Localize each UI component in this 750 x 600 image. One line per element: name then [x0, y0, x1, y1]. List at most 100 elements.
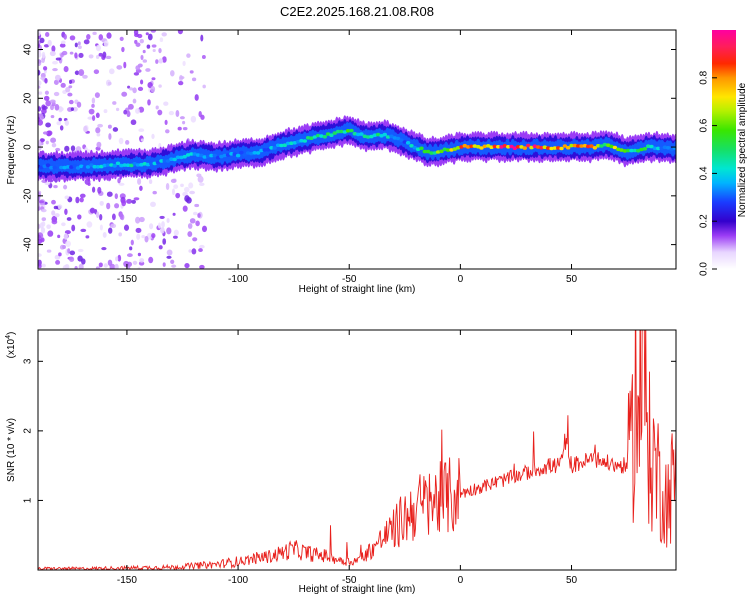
heatmap-noise-cell: [151, 133, 155, 140]
heatmap-noise-cell: [139, 39, 144, 44]
heatmap-noise-cell: [188, 182, 194, 189]
heatmap-noise-cell: [41, 221, 46, 227]
heatmap-ridge-cell: [479, 146, 484, 150]
heatmap-noise-cell: [114, 193, 118, 200]
heatmap-ridge-cell: [572, 143, 578, 148]
heatmap-ridge-cell: [379, 134, 384, 138]
heatmap-ridge-cell: [149, 161, 154, 166]
heatmap-noise-cell: [200, 34, 204, 42]
colorbar-tick-label: 0.2: [699, 214, 710, 228]
colorbar-tick-label: 0.0: [699, 262, 710, 276]
heatmap-noise-cell: [121, 199, 127, 207]
heatmap-noise-cell: [51, 219, 58, 225]
heatmap-ridge-cell: [586, 144, 591, 149]
x-tick-label: -150: [117, 575, 137, 586]
heatmap-noise-cell: [162, 56, 167, 63]
heatmap-ridge-cell: [476, 144, 481, 149]
y-tick-label: 20: [23, 92, 34, 104]
heatmap-noise-cell: [111, 213, 116, 221]
snr-y-multiplier: (x104): [5, 332, 17, 359]
heatmap-ridge-cell: [549, 146, 554, 151]
heatmap-ridge-cell: [656, 146, 661, 151]
heatmap-noise-cell: [96, 132, 101, 137]
heatmap-noise-cell: [118, 137, 124, 145]
heatmap-noise-cell: [97, 186, 102, 194]
heatmap-noise-cell: [189, 190, 196, 195]
heatmap-ridge-cell: [636, 149, 641, 153]
heatmap-noise-cell: [74, 266, 78, 269]
heatmap-noise-cell: [177, 30, 183, 35]
heatmap-noise-cell: [178, 81, 184, 86]
heatmap-ridge-cell: [445, 148, 451, 152]
heatmap-ridge-cell: [462, 143, 467, 148]
heatmap-noise-cell: [63, 33, 67, 40]
heatmap-noise-cell: [91, 103, 95, 108]
heatmap-noise-cell: [162, 238, 167, 245]
heatmap-noise-cell: [95, 44, 101, 52]
heatmap-noise-cell: [60, 82, 66, 88]
heatmap-noise-cell: [119, 213, 124, 220]
heatmap-noise-cell: [155, 59, 159, 64]
snr-panel: -150 -100 -50 0 50 1 2 3 Height of straight li…: [5, 329, 677, 595]
heatmap-noise-cell: [106, 191, 113, 197]
heatmap-noise-cell: [89, 207, 96, 214]
heatmap-noise-cell: [57, 204, 63, 209]
heatmap-ridge-cell: [252, 151, 257, 155]
heatmap-noise-cell: [123, 109, 128, 115]
heatmap-noise-cell: [101, 55, 106, 60]
heatmap-noise-cell: [77, 214, 82, 220]
heatmap-noise-cell: [193, 211, 198, 216]
heatmap-noise-cell: [68, 79, 73, 85]
heatmap-noise-cell: [77, 41, 81, 46]
heatmap-noise-cell: [150, 201, 156, 207]
heatmap-ridge-cell: [219, 154, 224, 159]
heatmap-noise-cell: [123, 61, 127, 69]
heatmap-noise-cell: [182, 60, 186, 66]
heatmap-ridge-cell: [566, 145, 571, 150]
heatmap-noise-cell: [172, 212, 176, 216]
heatmap-ridge-cell: [482, 144, 487, 149]
heatmap-noise-cell: [182, 205, 188, 212]
heatmap-noise-cell: [47, 39, 52, 47]
heatmap-noise-cell: [45, 100, 52, 107]
heatmap-noise-cell: [38, 140, 42, 148]
heatmap-noise-cell: [106, 202, 111, 210]
heatmap-noise-cell: [145, 68, 151, 72]
heatmap-noise-cell: [83, 125, 88, 133]
heatmap-noise-cell: [47, 230, 54, 237]
heatmap-noise-cell: [138, 128, 145, 133]
snr-y-axis: 1 2 3: [23, 358, 676, 503]
heatmap-ridge-cell: [232, 152, 237, 156]
heatmap-ridge-cell: [405, 141, 411, 145]
heatmap-ridge-cell: [235, 153, 241, 158]
heatmap-noise-cell: [151, 44, 157, 48]
heatmap-noise-cell: [38, 85, 41, 89]
heatmap-noise-cell: [159, 37, 164, 43]
heatmap-ridge-cell: [626, 148, 631, 153]
heatmap-noise-cell: [187, 223, 193, 229]
heatmap-noise-cell: [114, 203, 120, 209]
heatmap-ridge-cell: [52, 165, 57, 170]
heatmap-ridge-cell: [429, 151, 434, 155]
heatmap-noise-cell: [62, 244, 66, 250]
heatmap-noise-cell: [52, 60, 58, 65]
heatmap-ridge-cell: [245, 151, 251, 155]
heatmap-noise-cell: [78, 263, 84, 269]
heatmap-ridge-cell: [82, 165, 87, 170]
heatmap-noise-cell: [173, 184, 179, 189]
heatmap-noise-cell: [38, 91, 43, 95]
colorbar-tick-label: 0.6: [699, 118, 710, 132]
heatmap-ridge-cell: [472, 144, 477, 148]
heatmap-ridge-cell: [559, 146, 564, 151]
heatmap-noise-cell: [43, 44, 50, 48]
heatmap-noise-cell: [88, 54, 94, 59]
heatmap-ridge-cell: [55, 163, 61, 168]
heatmap-noise-cell: [69, 250, 76, 256]
snr-frame: [37, 329, 677, 571]
heatmap-noise-cell: [50, 115, 55, 119]
heatmap-noise-cell: [198, 248, 203, 253]
heatmap-ridge-cell: [62, 165, 67, 170]
heatmap-ridge-cell: [616, 147, 621, 152]
heatmap-noise-cell: [201, 54, 206, 60]
heatmap-noise-cell: [38, 259, 42, 267]
